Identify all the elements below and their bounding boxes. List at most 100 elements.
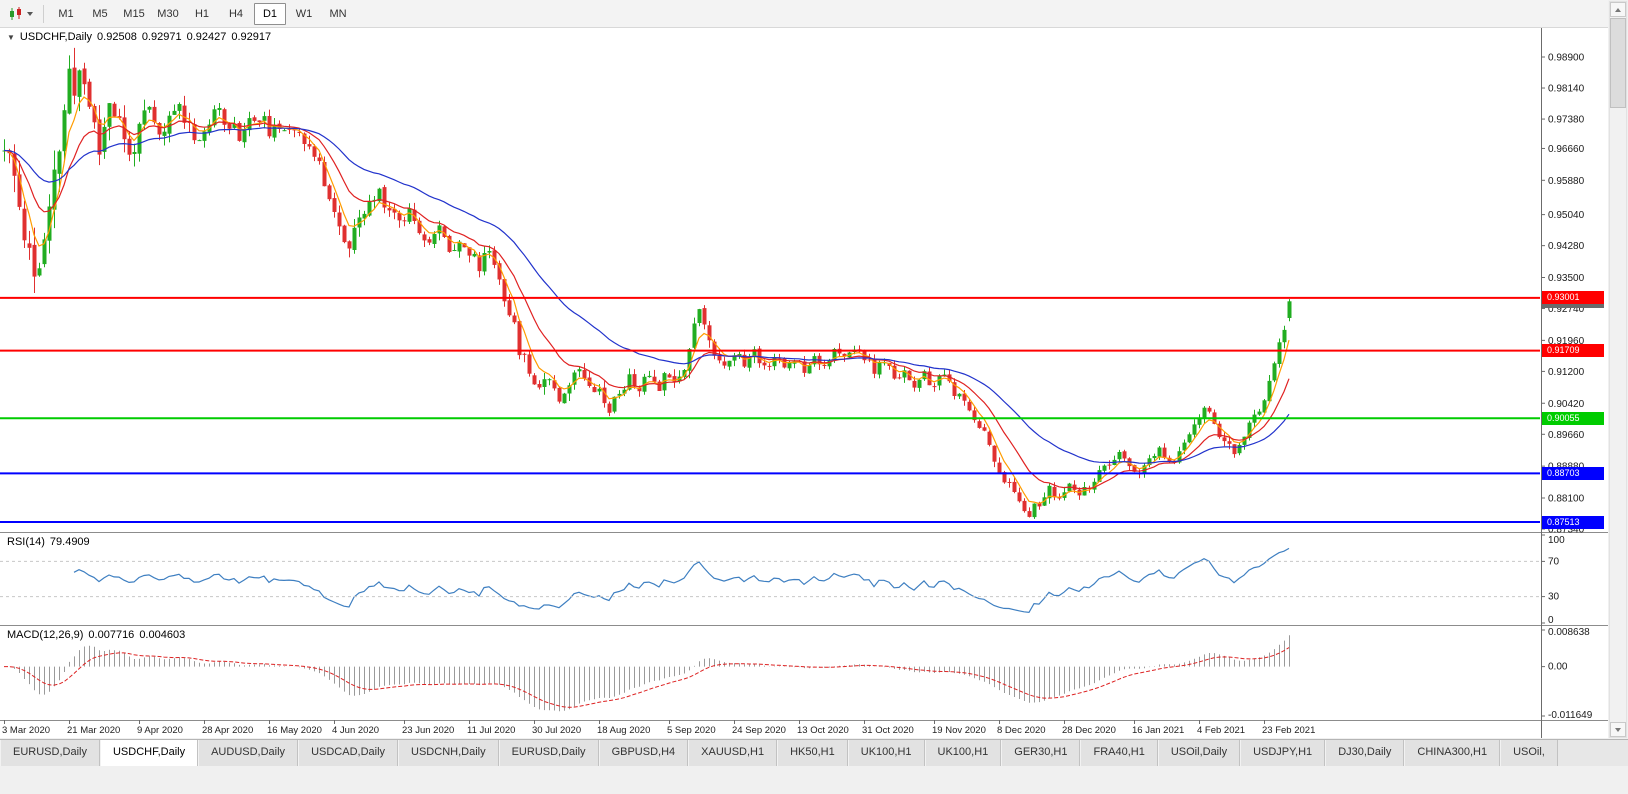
arrow-up-icon	[1615, 8, 1621, 12]
svg-text:0.89660: 0.89660	[1548, 430, 1585, 441]
chart-symbol-label: USDCHF,Daily	[19, 31, 93, 43]
svg-text:9 Apr 2020: 9 Apr 2020	[137, 725, 183, 736]
ohlc-low: 0.92427	[186, 31, 227, 43]
svg-text:0.008638: 0.008638	[1548, 627, 1590, 638]
svg-text:21 Mar 2020: 21 Mar 2020	[67, 725, 120, 736]
svg-text:4 Feb 2021: 4 Feb 2021	[1197, 725, 1245, 736]
hline-price-tag-4[interactable]: 0.87513	[1542, 515, 1604, 529]
vertical-scrollbar[interactable]	[1609, 1, 1627, 738]
collapse-chart-icon[interactable]: ▼	[7, 33, 15, 42]
svg-text:0.96660: 0.96660	[1548, 144, 1585, 155]
svg-text:0.90420: 0.90420	[1548, 399, 1585, 410]
chart-tab-14[interactable]: USDJPY,H1	[1240, 740, 1326, 766]
chart-tab-7[interactable]: XAUUSD,H1	[688, 740, 778, 766]
scrollbar-thumb[interactable]	[1610, 18, 1626, 108]
svg-text:18 Aug 2020: 18 Aug 2020	[597, 725, 650, 736]
svg-text:30 Jul 2020: 30 Jul 2020	[532, 725, 581, 736]
svg-text:0.91200: 0.91200	[1548, 367, 1585, 378]
arrow-down-icon	[1615, 728, 1621, 732]
svg-text:0.98140: 0.98140	[1548, 84, 1585, 95]
chart-tab-16[interactable]: CHINA300,H1	[1404, 740, 1501, 766]
chart-window[interactable]: 0.98900 0.98140 0.97380 0.96660 0.95880 0.950…	[0, 28, 1608, 738]
hline-price-tag-0[interactable]: 0.93001	[1542, 291, 1604, 305]
svg-text:31 Oct 2020: 31 Oct 2020	[862, 725, 914, 736]
toolbar-separator	[43, 4, 44, 23]
chart-type-button[interactable]	[3, 4, 38, 24]
chart-tab-4[interactable]: USDCNH,Daily	[398, 740, 499, 766]
rsi-value: 79.4909	[49, 536, 90, 548]
chart-tab-12[interactable]: FRA40,H1	[1080, 740, 1158, 766]
svg-text:3 Mar 2020: 3 Mar 2020	[2, 725, 50, 736]
chart-tab-17[interactable]: USOil,	[1500, 740, 1558, 766]
svg-text:0.87340: 0.87340	[1548, 525, 1585, 536]
svg-text:8 Dec 2020: 8 Dec 2020	[997, 725, 1046, 736]
svg-text:0.91960: 0.91960	[1548, 336, 1585, 347]
hline-price-tag-3[interactable]: 0.88703	[1542, 466, 1604, 480]
scroll-down-button[interactable]	[1610, 722, 1626, 737]
timeframe-button-m1[interactable]: M1	[58, 7, 74, 20]
svg-text:23 Feb 2021: 23 Feb 2021	[1262, 725, 1315, 736]
price-chart[interactable]: 0.98900 0.98140 0.97380 0.96660 0.95880 0.950…	[0, 28, 1608, 738]
svg-text:24 Sep 2020: 24 Sep 2020	[732, 725, 786, 736]
macd-signal-value: 0.004603	[139, 629, 186, 641]
chart-tab-10[interactable]: UK100,H1	[924, 740, 1002, 766]
macd-legend: MACD(12,26,9) 0.007716 0.004603	[7, 629, 190, 641]
svg-text:28 Dec 2020: 28 Dec 2020	[1062, 725, 1116, 736]
ohlc-high: 0.92971	[141, 31, 182, 43]
chart-legend: ▼ USDCHF,Daily 0.92508 0.92971 0.92427 0.9291…	[7, 31, 276, 43]
svg-text:0.98900: 0.98900	[1548, 53, 1585, 64]
chart-tab-9[interactable]: UK100,H1	[847, 740, 925, 766]
timeframe-button-mn[interactable]: MN	[329, 7, 347, 20]
chart-tab-2[interactable]: AUDUSD,Daily	[198, 740, 299, 766]
timeframe-button-d1[interactable]: D1	[254, 2, 286, 25]
svg-text:16 May 2020: 16 May 2020	[267, 725, 322, 736]
timeframe-button-m5[interactable]: M5	[92, 7, 108, 20]
scroll-up-button[interactable]	[1610, 2, 1626, 17]
rsi-title: RSI(14)	[7, 536, 45, 548]
chart-tab-11[interactable]: GER30,H1	[1001, 740, 1081, 766]
chart-tab-13[interactable]: USOil,Daily	[1157, 740, 1241, 766]
svg-text:0.88100: 0.88100	[1548, 494, 1585, 505]
svg-text:70: 70	[1548, 556, 1560, 567]
svg-text:-0.011649: -0.011649	[1548, 710, 1593, 721]
svg-text:16 Jan 2021: 16 Jan 2021	[1132, 725, 1184, 736]
price-axis-tags: 0.92917 0.93001 0.91709 0.90055 0.88703 0.875…	[0, 28, 1608, 738]
timeframe-buttons: M1 M5 M15 M30 H1 H4 D1 W1 MN	[49, 2, 355, 25]
svg-text:0.94280: 0.94280	[1548, 241, 1585, 252]
chart-tab-1[interactable]: USDCHF,Daily	[99, 740, 199, 766]
ohlc-open: 0.92508	[97, 31, 137, 43]
hline-price-tag-1[interactable]: 0.91709	[1542, 344, 1604, 358]
svg-text:100: 100	[1548, 535, 1565, 546]
svg-text:0.95880: 0.95880	[1548, 176, 1585, 187]
macd-title: MACD(12,26,9)	[7, 629, 84, 641]
svg-text:28 Apr 2020: 28 Apr 2020	[202, 725, 253, 736]
svg-text:0.00: 0.00	[1548, 662, 1568, 673]
timeframe-button-h1[interactable]: H1	[194, 7, 210, 20]
chart-tab-6[interactable]: GBPUSD,H4	[598, 740, 689, 766]
timeframe-button-m30[interactable]: M30	[157, 7, 179, 20]
svg-text:0.93500: 0.93500	[1548, 273, 1585, 284]
toolbar: M1 M5 M15 M30 H1 H4 D1 W1 MN	[0, 0, 1608, 28]
svg-text:0.92740: 0.92740	[1548, 304, 1585, 315]
timeframe-button-w1[interactable]: W1	[295, 7, 313, 20]
chart-tab-bar: EURUSD,Daily USDCHF,Daily AUDUSD,Daily USDC…	[0, 739, 1628, 766]
chart-tab-3[interactable]: USDCAD,Daily	[298, 740, 399, 766]
chart-tab-5[interactable]: EURUSD,Daily	[498, 740, 599, 766]
chart-tab-0[interactable]: EURUSD,Daily	[0, 740, 100, 766]
macd-main-value: 0.007716	[88, 629, 135, 641]
svg-text:4 Jun 2020: 4 Jun 2020	[332, 725, 379, 736]
svg-text:11 Jul 2020: 11 Jul 2020	[467, 725, 515, 736]
timeframe-button-m15[interactable]: M15	[123, 7, 145, 20]
ohlc-close: 0.92917	[231, 31, 272, 43]
hline-price-tag-2[interactable]: 0.90055	[1542, 411, 1604, 425]
rsi-legend: RSI(14) 79.4909	[7, 536, 95, 548]
chart-tab-15[interactable]: DJ30,Daily	[1325, 740, 1405, 766]
svg-text:13 Oct 2020: 13 Oct 2020	[797, 725, 849, 736]
chart-tab-8[interactable]: HK50,H1	[777, 740, 848, 766]
svg-text:5 Sep 2020: 5 Sep 2020	[667, 725, 716, 736]
svg-text:0: 0	[1548, 615, 1554, 626]
svg-text:0.97380: 0.97380	[1548, 115, 1585, 126]
candlestick-chart-icon	[10, 6, 21, 20]
timeframe-button-h4[interactable]: H4	[228, 7, 244, 20]
svg-text:30: 30	[1548, 592, 1560, 603]
